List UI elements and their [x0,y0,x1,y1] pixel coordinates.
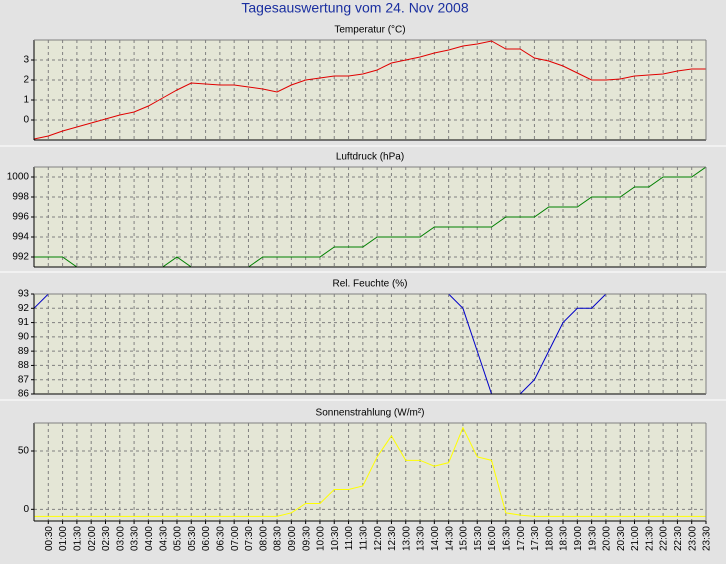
x-tick-label: 06:00 [201,526,212,551]
panel-title: Sonnenstrahlung (W/m²) [316,408,425,419]
data-line [34,40,706,140]
y-tick-label: 92 [18,303,30,314]
x-tick-label: 11:00 [344,526,355,551]
x-tick-label: 18:00 [544,526,555,551]
y-tick-label: 2 [23,75,29,86]
y-tick-label: 0 [23,504,29,515]
x-tick-label: 00:30 [44,526,55,551]
x-tick-label: 04:30 [158,526,169,551]
x-tick-label: 07:00 [230,526,241,551]
panel-title: Luftdruck (hPa) [336,152,404,163]
x-tick-label: 02:30 [101,526,112,551]
x-tick-label: 15:00 [459,526,470,551]
panel-title: Temperatur (°C) [334,25,405,36]
x-tick-label: 14:00 [430,526,441,551]
main-title: Tagesauswertung vom 24. Nov 2008 [241,0,468,16]
y-tick-label: 89 [18,346,30,357]
y-tick-label: 93 [18,289,30,300]
x-tick-label: 10:30 [330,526,341,551]
x-tick-label: 13:30 [416,526,427,551]
x-tick-label: 12:00 [373,526,384,551]
x-tick-label: 23:00 [687,526,698,551]
x-tick-label: 03:30 [130,526,141,551]
x-tick-label: 05:00 [173,526,184,551]
x-tick-label: 16:30 [501,526,512,551]
y-tick-label: 90 [18,331,30,342]
x-tick-label: 10:00 [316,526,327,551]
x-tick-label: 08:30 [273,526,284,551]
x-tick-label: 04:00 [144,526,155,551]
x-tick-label: 23:30 [702,526,713,551]
x-tick-label: 01:00 [58,526,69,551]
y-tick-label: 996 [12,212,29,223]
x-tick-label: 07:30 [244,526,255,551]
x-tick-label: 17:30 [530,526,541,551]
y-tick-label: 87 [18,374,30,385]
x-tick-label: 20:00 [602,526,613,551]
x-tick-label: 17:00 [516,526,527,551]
x-tick-label: 22:30 [673,526,684,551]
x-tick-label: 12:30 [387,526,398,551]
x-tick-label: 18:30 [559,526,570,551]
x-tick-label: 15:30 [473,526,484,551]
x-tick-label: 13:00 [401,526,412,551]
plot-area [34,294,706,394]
y-tick-label: 88 [18,360,30,371]
x-tick-label: 22:00 [659,526,670,551]
x-tick-label: 05:30 [187,526,198,551]
panel-title: Rel. Feuchte (%) [332,279,407,290]
x-tick-label: 09:30 [301,526,312,551]
x-tick-label: 19:00 [573,526,584,551]
y-tick-label: 91 [18,317,30,328]
y-tick-label: 1000 [7,172,30,183]
x-tick-label: 01:30 [73,526,84,551]
y-tick-label: 50 [18,446,30,457]
x-tick-label: 21:00 [630,526,641,551]
y-tick-label: 3 [23,55,29,66]
y-tick-label: 994 [12,232,29,243]
x-tick-label: 03:00 [115,526,126,551]
x-tick-label: 21:30 [644,526,655,551]
x-tick-label: 14:30 [444,526,455,551]
data-line [34,167,706,267]
y-tick-label: 992 [12,252,29,263]
x-tick-label: 09:00 [287,526,298,551]
x-tick-label: 16:00 [487,526,498,551]
plot-area [34,40,706,140]
x-tick-label: 11:30 [358,526,369,551]
y-tick-label: 998 [12,192,29,203]
x-tick-label: 08:00 [258,526,269,551]
data-line [34,426,706,517]
x-tick-label: 19:30 [587,526,598,551]
x-tick-label: 20:30 [616,526,627,551]
y-tick-label: 1 [23,95,29,106]
x-tick-label: 02:00 [87,526,98,551]
x-tick-label: 06:30 [216,526,227,551]
y-tick-label: 0 [23,115,29,126]
data-line [34,294,607,394]
y-tick-label: 86 [18,389,30,400]
